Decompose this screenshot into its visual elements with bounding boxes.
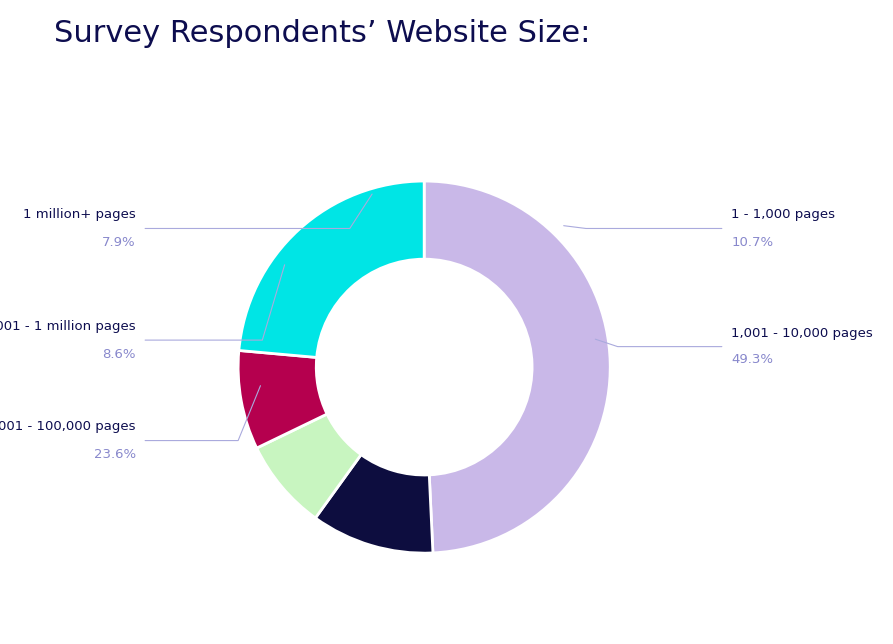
Wedge shape [238,350,327,448]
Wedge shape [238,181,424,357]
Text: 49.3%: 49.3% [731,353,773,366]
Text: 10,001 - 100,000 pages: 10,001 - 100,000 pages [0,420,136,433]
Text: Survey Respondents’ Website Size:: Survey Respondents’ Website Size: [54,19,590,48]
Wedge shape [256,414,361,518]
Text: 1 million+ pages: 1 million+ pages [23,208,136,221]
Text: 1 - 1,000 pages: 1 - 1,000 pages [731,208,835,221]
Text: 10.7%: 10.7% [731,236,773,249]
Text: 1,001 - 10,000 pages: 1,001 - 10,000 pages [731,327,872,340]
Text: 7.9%: 7.9% [102,236,136,249]
Text: 100,001 - 1 million pages: 100,001 - 1 million pages [0,319,136,333]
Text: 8.6%: 8.6% [103,348,136,361]
Wedge shape [315,455,433,553]
Wedge shape [424,181,610,553]
Text: 23.6%: 23.6% [94,448,136,461]
